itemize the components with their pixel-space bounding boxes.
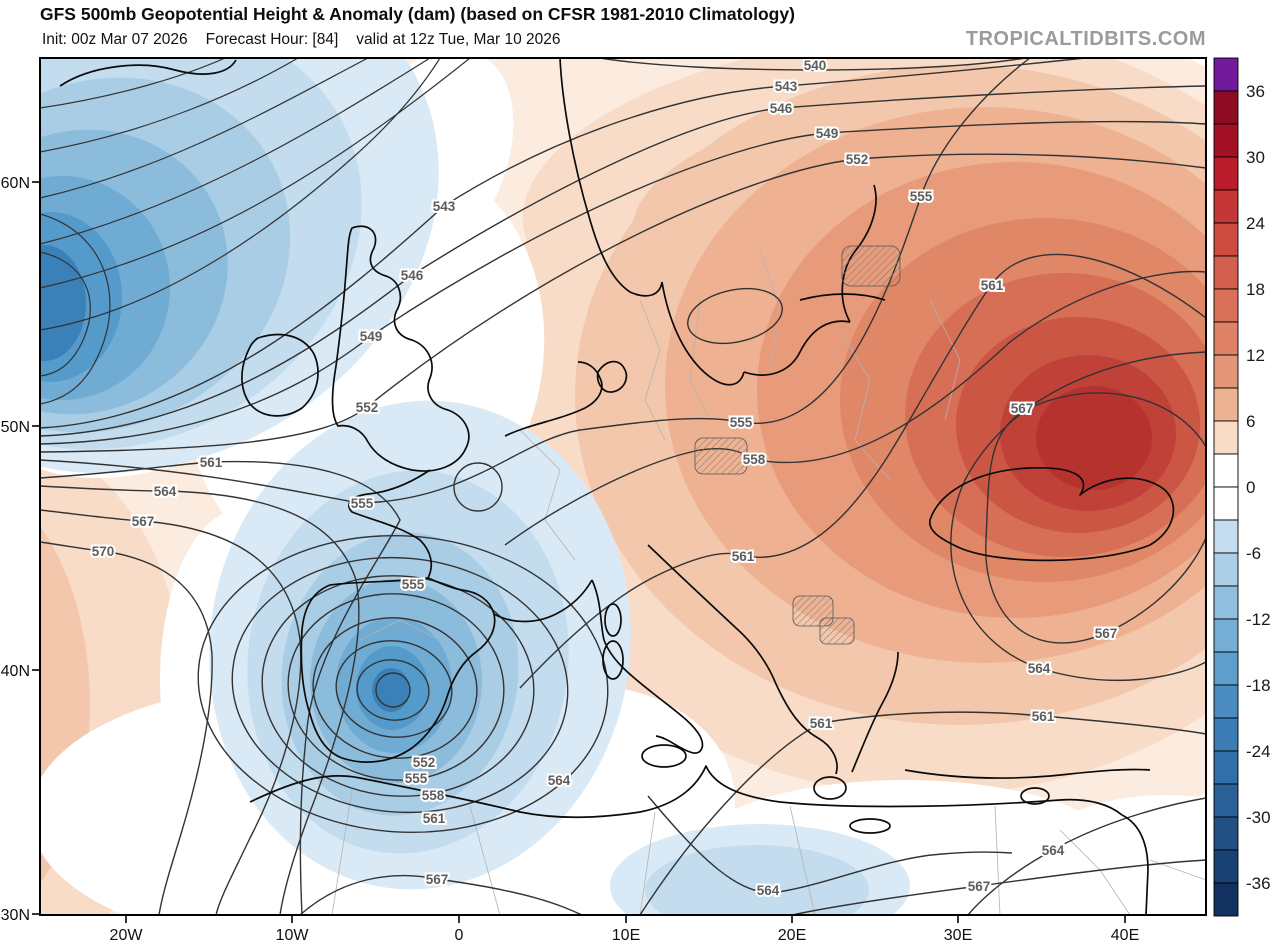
- contour-label: 558: [422, 788, 445, 803]
- contour-label: 564: [757, 883, 780, 898]
- contour-label: 567: [132, 514, 155, 529]
- height-contours: [40, 58, 1206, 915]
- lon-tick-label: 40E: [1111, 927, 1139, 944]
- colorbar-tick-label: 24: [1246, 214, 1265, 233]
- contour-label: 555: [402, 577, 425, 592]
- coastlines: [59, 58, 1175, 915]
- colorbar-tick-label: -18: [1246, 676, 1271, 695]
- contour-label: 564: [548, 773, 571, 788]
- y-axis-labels: 60N 50N 40N 30N: [1, 175, 30, 924]
- colorbar-tick-label: 6: [1246, 412, 1255, 431]
- forecast-hour: Forecast Hour: [84]: [205, 31, 339, 48]
- contour-label: 543: [775, 79, 798, 94]
- contour-label: 561: [200, 455, 223, 470]
- colorbar-tick-label: -12: [1246, 610, 1271, 629]
- contour-label: 570: [92, 544, 115, 559]
- contour-label: 567: [1011, 401, 1034, 416]
- lat-tick-label: 50N: [1, 419, 30, 436]
- contour-label: 552: [356, 400, 379, 415]
- colorbar-tick-label: 12: [1246, 346, 1265, 365]
- colorbar-tick-label: -24: [1246, 742, 1271, 761]
- colorbar-tick-label: -6: [1246, 544, 1261, 563]
- contour-label: 552: [846, 152, 869, 167]
- contour-label: 552: [413, 755, 436, 770]
- contour-label: 549: [360, 329, 383, 344]
- contour-label: 567: [1095, 626, 1118, 641]
- init-time: Init: 00z Mar 07 2026: [42, 31, 188, 48]
- contour-label: 561: [423, 811, 446, 826]
- contour-label: 564: [1028, 661, 1051, 676]
- contour-label: 540: [804, 58, 827, 73]
- x-axis: [125, 915, 1126, 923]
- contour-label: 549: [816, 126, 839, 141]
- lat-tick-label: 40N: [1, 663, 30, 680]
- colorbar-tick-label: 30: [1246, 148, 1265, 167]
- lon-tick-label: 0: [455, 927, 464, 944]
- contour-label: 564: [154, 484, 177, 499]
- watermark: TROPICALTIDBITS.COM: [965, 28, 1206, 50]
- contour-label: 564: [1042, 843, 1065, 858]
- init-line: Init: 00z Mar 07 2026 Forecast Hour: [84]…: [42, 31, 579, 49]
- colorbar-tick-label: -36: [1246, 874, 1271, 893]
- contour-label: 567: [968, 879, 991, 894]
- contour-label: 561: [1032, 709, 1055, 724]
- colorbar-tick-label: 18: [1246, 280, 1265, 299]
- x-axis-labels: 20W 10W 0 10E 20E 30E 40E: [110, 927, 1140, 944]
- lon-tick-label: 20W: [110, 927, 144, 944]
- map-border: [39, 57, 1207, 916]
- lon-tick-label: 30E: [944, 927, 972, 944]
- y-axis: [32, 181, 40, 915]
- colorbar-tick-label: 36: [1246, 82, 1265, 101]
- contour-label: 561: [810, 716, 833, 731]
- contour-label: 561: [732, 549, 755, 564]
- lat-tick-label: 60N: [1, 175, 30, 192]
- contour-label: 555: [405, 771, 428, 786]
- contour-label: 567: [426, 872, 449, 887]
- colorbar-labels: 36 30 24 18 12 6 0 -6 -12 -18 -24 -30 -3…: [1246, 82, 1271, 893]
- lon-tick-label: 10E: [612, 927, 640, 944]
- contour-label: 555: [730, 415, 753, 430]
- anomaly-colorbar: [1213, 57, 1239, 917]
- contour-label: 546: [770, 101, 793, 116]
- valid-time: valid at 12z Tue, Mar 10 2026: [356, 31, 561, 48]
- contour-label: 555: [910, 189, 933, 204]
- contour-labels: 540 543 546 549 552 555 561 567 543 546 …: [90, 58, 1120, 900]
- contour-label: 546: [401, 268, 424, 283]
- contour-label: 543: [433, 199, 456, 214]
- lon-tick-label: 20E: [778, 927, 806, 944]
- contour-label: 558: [743, 452, 766, 467]
- lat-tick-label: 30N: [1, 907, 30, 924]
- contour-label: 555: [351, 496, 374, 511]
- lon-tick-label: 10W: [276, 927, 310, 944]
- contour-label: 561: [981, 278, 1004, 293]
- hatched-regions: [694, 245, 901, 645]
- colorbar-tick-label: 0: [1246, 478, 1255, 497]
- colorbar-tick-label: -30: [1246, 808, 1271, 827]
- page-title: GFS 500mb Geopotential Height & Anomaly …: [40, 4, 795, 24]
